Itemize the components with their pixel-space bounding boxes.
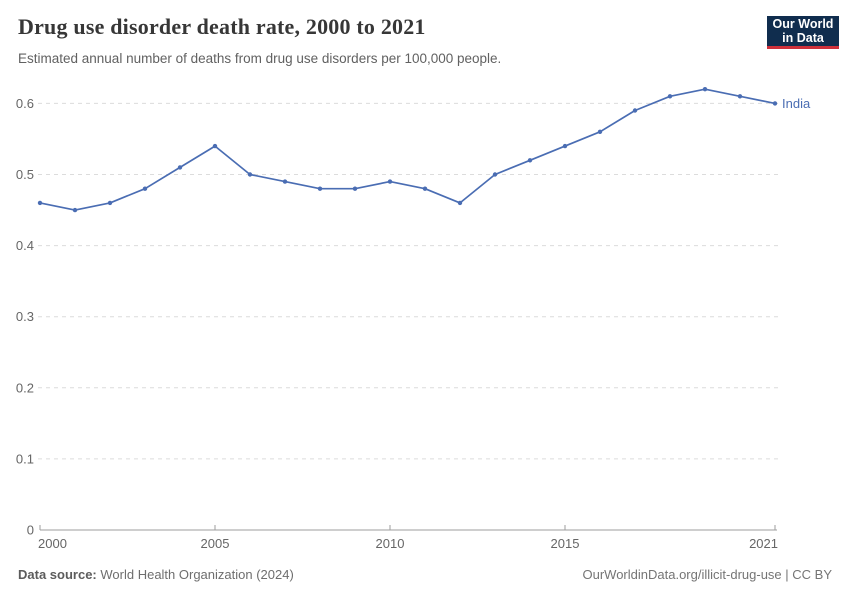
- data-point[interactable]: [597, 129, 603, 134]
- x-axis-tick-label: 2021: [749, 536, 778, 551]
- owid-logo-line1: Our World: [772, 16, 834, 31]
- data-point[interactable]: [527, 158, 533, 163]
- data-point[interactable]: [352, 186, 358, 191]
- data-point[interactable]: [72, 207, 78, 213]
- data-point[interactable]: [737, 94, 743, 99]
- data-source: Data source: World Health Organization (…: [18, 567, 294, 582]
- series-entity-label[interactable]: India: [782, 96, 811, 111]
- data-point[interactable]: [632, 108, 638, 113]
- y-axis-tick-label: 0.6: [16, 96, 34, 111]
- data-point[interactable]: [492, 172, 498, 177]
- x-axis-tick-label: 2000: [38, 536, 67, 551]
- data-point[interactable]: [317, 186, 323, 191]
- y-axis-tick-label: 0.2: [16, 380, 34, 395]
- data-point[interactable]: [562, 143, 568, 149]
- data-point[interactable]: [37, 200, 43, 206]
- owid-logo-line2: in Data: [782, 31, 824, 45]
- y-axis-tick-label: 0.1: [16, 451, 34, 466]
- x-axis-tick-label: 2005: [201, 536, 230, 551]
- data-source-label: Data source:: [18, 567, 97, 582]
- data-point[interactable]: [212, 143, 218, 149]
- data-point[interactable]: [107, 200, 113, 206]
- data-point[interactable]: [177, 165, 183, 170]
- y-axis-tick-label: 0.4: [16, 238, 34, 253]
- x-axis-tick-label: 2015: [551, 536, 580, 551]
- data-point[interactable]: [387, 179, 393, 184]
- x-axis-tick-label: 2010: [376, 536, 405, 551]
- data-point[interactable]: [457, 200, 463, 206]
- data-point[interactable]: [422, 186, 428, 191]
- data-point[interactable]: [247, 172, 253, 177]
- owid-logo: Our World in Data: [767, 16, 839, 49]
- data-point[interactable]: [142, 186, 148, 191]
- page-title: Drug use disorder death rate, 2000 to 20…: [18, 14, 426, 39]
- license-link[interactable]: OurWorldinData.org/illicit-drug-use | CC…: [582, 567, 833, 582]
- y-axis-tick-label: 0.3: [16, 309, 34, 324]
- y-axis-tick-label: 0: [27, 523, 34, 538]
- data-source-value: World Health Organization (2024): [100, 567, 294, 582]
- data-point[interactable]: [772, 101, 778, 106]
- series-line[interactable]: [39, 88, 776, 211]
- y-axis-tick-label: 0.5: [16, 167, 34, 182]
- data-point[interactable]: [702, 87, 708, 92]
- data-point[interactable]: [282, 179, 288, 184]
- data-point[interactable]: [667, 94, 673, 99]
- chart-subtitle: Estimated annual number of deaths from d…: [18, 51, 502, 66]
- chart-footer: Data source: World Health Organization (…: [18, 567, 832, 582]
